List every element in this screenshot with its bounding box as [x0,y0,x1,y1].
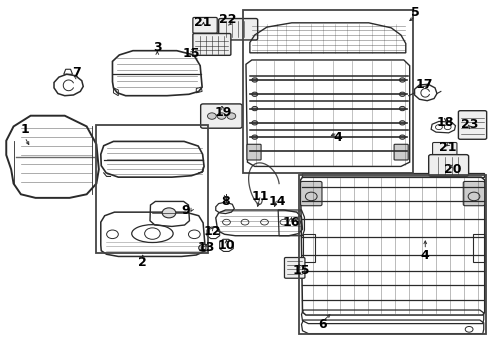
Text: 4: 4 [421,248,430,261]
Circle shape [252,107,258,111]
Text: 23: 23 [462,118,479,131]
Text: 22: 22 [219,13,236,26]
Text: 16: 16 [282,216,299,229]
FancyBboxPatch shape [247,144,261,160]
Text: 12: 12 [203,225,220,238]
Circle shape [252,121,258,125]
Circle shape [252,135,258,139]
Text: 1: 1 [21,123,29,136]
Text: 9: 9 [181,204,190,217]
Text: 8: 8 [221,195,230,208]
FancyBboxPatch shape [394,144,408,160]
Bar [97,125,208,253]
FancyBboxPatch shape [201,104,242,128]
Circle shape [199,244,208,251]
Text: 3: 3 [153,41,162,54]
Circle shape [217,113,226,119]
Circle shape [252,78,258,82]
Text: 18: 18 [437,116,454,129]
Text: 2: 2 [138,256,147,269]
Text: 6: 6 [318,318,327,331]
Circle shape [399,135,405,139]
Text: 15: 15 [292,264,310,276]
FancyBboxPatch shape [219,18,258,40]
Circle shape [162,208,176,218]
Text: 14: 14 [269,195,286,208]
FancyBboxPatch shape [193,33,231,55]
Circle shape [399,78,405,82]
Text: 20: 20 [444,163,461,176]
Circle shape [399,107,405,111]
Circle shape [252,149,258,154]
Circle shape [207,113,216,119]
Text: 15: 15 [183,47,200,60]
Text: 10: 10 [218,239,235,252]
FancyBboxPatch shape [463,181,485,206]
Circle shape [399,121,405,125]
Text: 7: 7 [73,66,81,79]
Circle shape [399,92,405,96]
Text: 17: 17 [416,78,433,91]
FancyBboxPatch shape [433,143,457,156]
FancyBboxPatch shape [300,181,322,206]
FancyBboxPatch shape [285,257,305,278]
Text: 19: 19 [215,105,232,119]
FancyBboxPatch shape [459,111,487,139]
Text: 13: 13 [197,241,215,255]
Text: 4: 4 [333,131,342,144]
Text: 5: 5 [411,6,420,19]
Bar [243,10,413,173]
Circle shape [252,92,258,96]
FancyBboxPatch shape [193,18,217,33]
Text: 21: 21 [439,141,456,154]
Text: 21: 21 [195,16,212,29]
FancyBboxPatch shape [429,155,468,176]
Circle shape [227,113,236,119]
Bar [298,175,486,334]
Circle shape [399,149,405,154]
Text: 11: 11 [252,190,270,203]
